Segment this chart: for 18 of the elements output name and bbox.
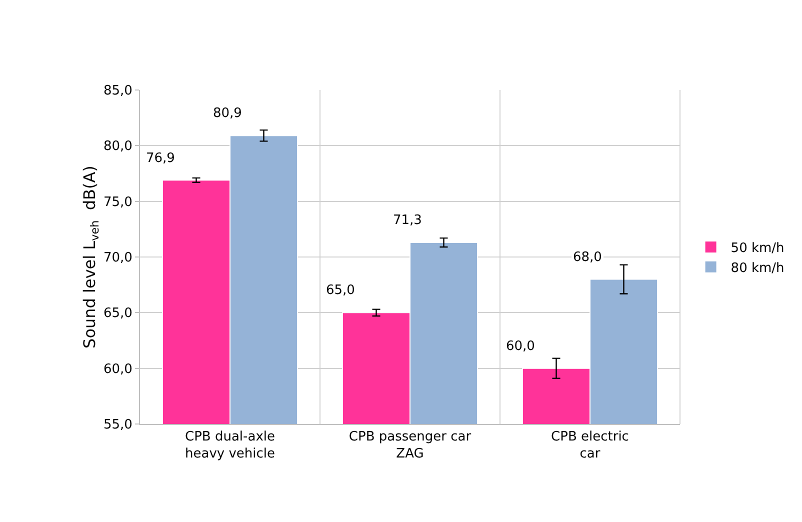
x-tick-label: CPB passenger car ZAG <box>348 430 472 462</box>
data-label: 68,0 <box>573 250 602 265</box>
y-tick-label: 80,0 <box>103 139 132 154</box>
legend-label: 50 km/h <box>730 241 784 256</box>
y-tick-label: 85,0 <box>103 84 132 99</box>
y-tick-label: 75,0 <box>103 194 132 210</box>
x-tick-label: CPB dual-axle heavy vehicle <box>184 430 276 462</box>
data-label: 76,9 <box>146 151 175 166</box>
data-label: 60,0 <box>506 339 535 354</box>
y-tick-label: 65,0 <box>103 306 132 322</box>
data-label: 80,9 <box>213 106 242 121</box>
y-tick-label: 55,0 <box>103 418 132 433</box>
data-label: 71,3 <box>393 213 422 228</box>
y-tick-label: 60,0 <box>103 362 132 377</box>
legend-label: 80 km/h <box>730 260 784 276</box>
data-label: 65,0 <box>326 283 355 298</box>
y-tick-label: 70,0 <box>103 250 132 266</box>
x-tick-label: CPB electric car <box>551 430 629 462</box>
